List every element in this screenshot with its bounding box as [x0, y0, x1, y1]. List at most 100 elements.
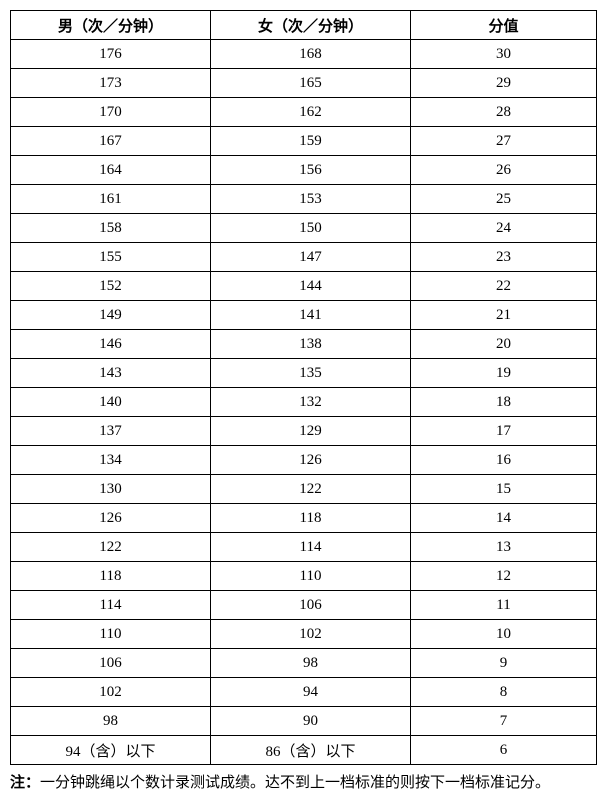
table-cell: 98 [211, 649, 411, 678]
table-cell: 28 [411, 98, 597, 127]
table-cell: 156 [211, 156, 411, 185]
table-cell: 118 [211, 504, 411, 533]
table-row: 15514723 [11, 243, 597, 272]
table-row: 11010210 [11, 620, 597, 649]
table-cell: 129 [211, 417, 411, 446]
table-cell: 110 [211, 562, 411, 591]
table-row: 13012215 [11, 475, 597, 504]
table-cell: 23 [411, 243, 597, 272]
table-row: 11811012 [11, 562, 597, 591]
table-cell: 19 [411, 359, 597, 388]
table-cell: 12 [411, 562, 597, 591]
table-row: 17016228 [11, 98, 597, 127]
table-header-row: 男（次／分钟） 女（次／分钟） 分值 [11, 11, 597, 40]
table-cell: 18 [411, 388, 597, 417]
table-row: 11410611 [11, 591, 597, 620]
table-row: 15214422 [11, 272, 597, 301]
table-row: 12611814 [11, 504, 597, 533]
table-cell: 164 [11, 156, 211, 185]
table-row: 17616830 [11, 40, 597, 69]
table-cell: 144 [211, 272, 411, 301]
table-row: 14613820 [11, 330, 597, 359]
table-row: 17316529 [11, 69, 597, 98]
table-cell: 147 [211, 243, 411, 272]
table-cell: 140 [11, 388, 211, 417]
table-row: 16415626 [11, 156, 597, 185]
table-cell: 159 [211, 127, 411, 156]
table-cell: 143 [11, 359, 211, 388]
col-header-female: 女（次／分钟） [211, 11, 411, 40]
table-cell: 94（含）以下 [11, 736, 211, 765]
table-cell: 146 [11, 330, 211, 359]
table-cell: 152 [11, 272, 211, 301]
table-cell: 168 [211, 40, 411, 69]
table-cell: 106 [211, 591, 411, 620]
table-cell: 20 [411, 330, 597, 359]
table-cell: 118 [11, 562, 211, 591]
table-cell: 21 [411, 301, 597, 330]
table-cell: 130 [11, 475, 211, 504]
table-cell: 135 [211, 359, 411, 388]
table-cell: 161 [11, 185, 211, 214]
table-cell: 22 [411, 272, 597, 301]
table-cell: 6 [411, 736, 597, 765]
table-row: 14313519 [11, 359, 597, 388]
table-cell: 10 [411, 620, 597, 649]
table-cell: 17 [411, 417, 597, 446]
table-cell: 8 [411, 678, 597, 707]
table-row: 14914121 [11, 301, 597, 330]
table-row: 98907 [11, 707, 597, 736]
table-cell: 16 [411, 446, 597, 475]
footnote-label: 注： [10, 775, 40, 791]
col-header-male: 男（次／分钟） [11, 11, 211, 40]
table-cell: 173 [11, 69, 211, 98]
table-cell: 137 [11, 417, 211, 446]
table-cell: 170 [11, 98, 211, 127]
table-cell: 132 [211, 388, 411, 417]
table-row: 94（含）以下86（含）以下6 [11, 736, 597, 765]
table-cell: 149 [11, 301, 211, 330]
table-cell: 110 [11, 620, 211, 649]
table-cell: 162 [211, 98, 411, 127]
table-cell: 165 [211, 69, 411, 98]
table-row: 16715927 [11, 127, 597, 156]
table-cell: 167 [11, 127, 211, 156]
table-cell: 134 [11, 446, 211, 475]
footnote-text: 一分钟跳绳以个数计录测试成绩。达不到上一档标准的则按下一档标准记分。 [40, 775, 550, 791]
table-cell: 102 [211, 620, 411, 649]
table-cell: 94 [211, 678, 411, 707]
table-row: 102948 [11, 678, 597, 707]
table-cell: 126 [211, 446, 411, 475]
table-cell: 126 [11, 504, 211, 533]
footnote: 注：一分钟跳绳以个数计录测试成绩。达不到上一档标准的则按下一档标准记分。 [10, 771, 596, 795]
table-cell: 158 [11, 214, 211, 243]
table-cell: 138 [211, 330, 411, 359]
table-cell: 13 [411, 533, 597, 562]
table-cell: 141 [211, 301, 411, 330]
table-cell: 106 [11, 649, 211, 678]
table-cell: 122 [211, 475, 411, 504]
table-cell: 153 [211, 185, 411, 214]
table-cell: 114 [11, 591, 211, 620]
table-cell: 86（含）以下 [211, 736, 411, 765]
table-cell: 25 [411, 185, 597, 214]
table-cell: 9 [411, 649, 597, 678]
table-cell: 114 [211, 533, 411, 562]
col-header-score: 分值 [411, 11, 597, 40]
table-cell: 29 [411, 69, 597, 98]
table-row: 15815024 [11, 214, 597, 243]
table-cell: 7 [411, 707, 597, 736]
table-cell: 11 [411, 591, 597, 620]
table-cell: 98 [11, 707, 211, 736]
table-cell: 24 [411, 214, 597, 243]
table-cell: 102 [11, 678, 211, 707]
table-row: 14013218 [11, 388, 597, 417]
table-row: 13712917 [11, 417, 597, 446]
table-cell: 150 [211, 214, 411, 243]
table-cell: 30 [411, 40, 597, 69]
table-row: 12211413 [11, 533, 597, 562]
table-cell: 176 [11, 40, 211, 69]
table-cell: 14 [411, 504, 597, 533]
table-cell: 15 [411, 475, 597, 504]
score-table: 男（次／分钟） 女（次／分钟） 分值 176168301731652917016… [10, 10, 597, 765]
